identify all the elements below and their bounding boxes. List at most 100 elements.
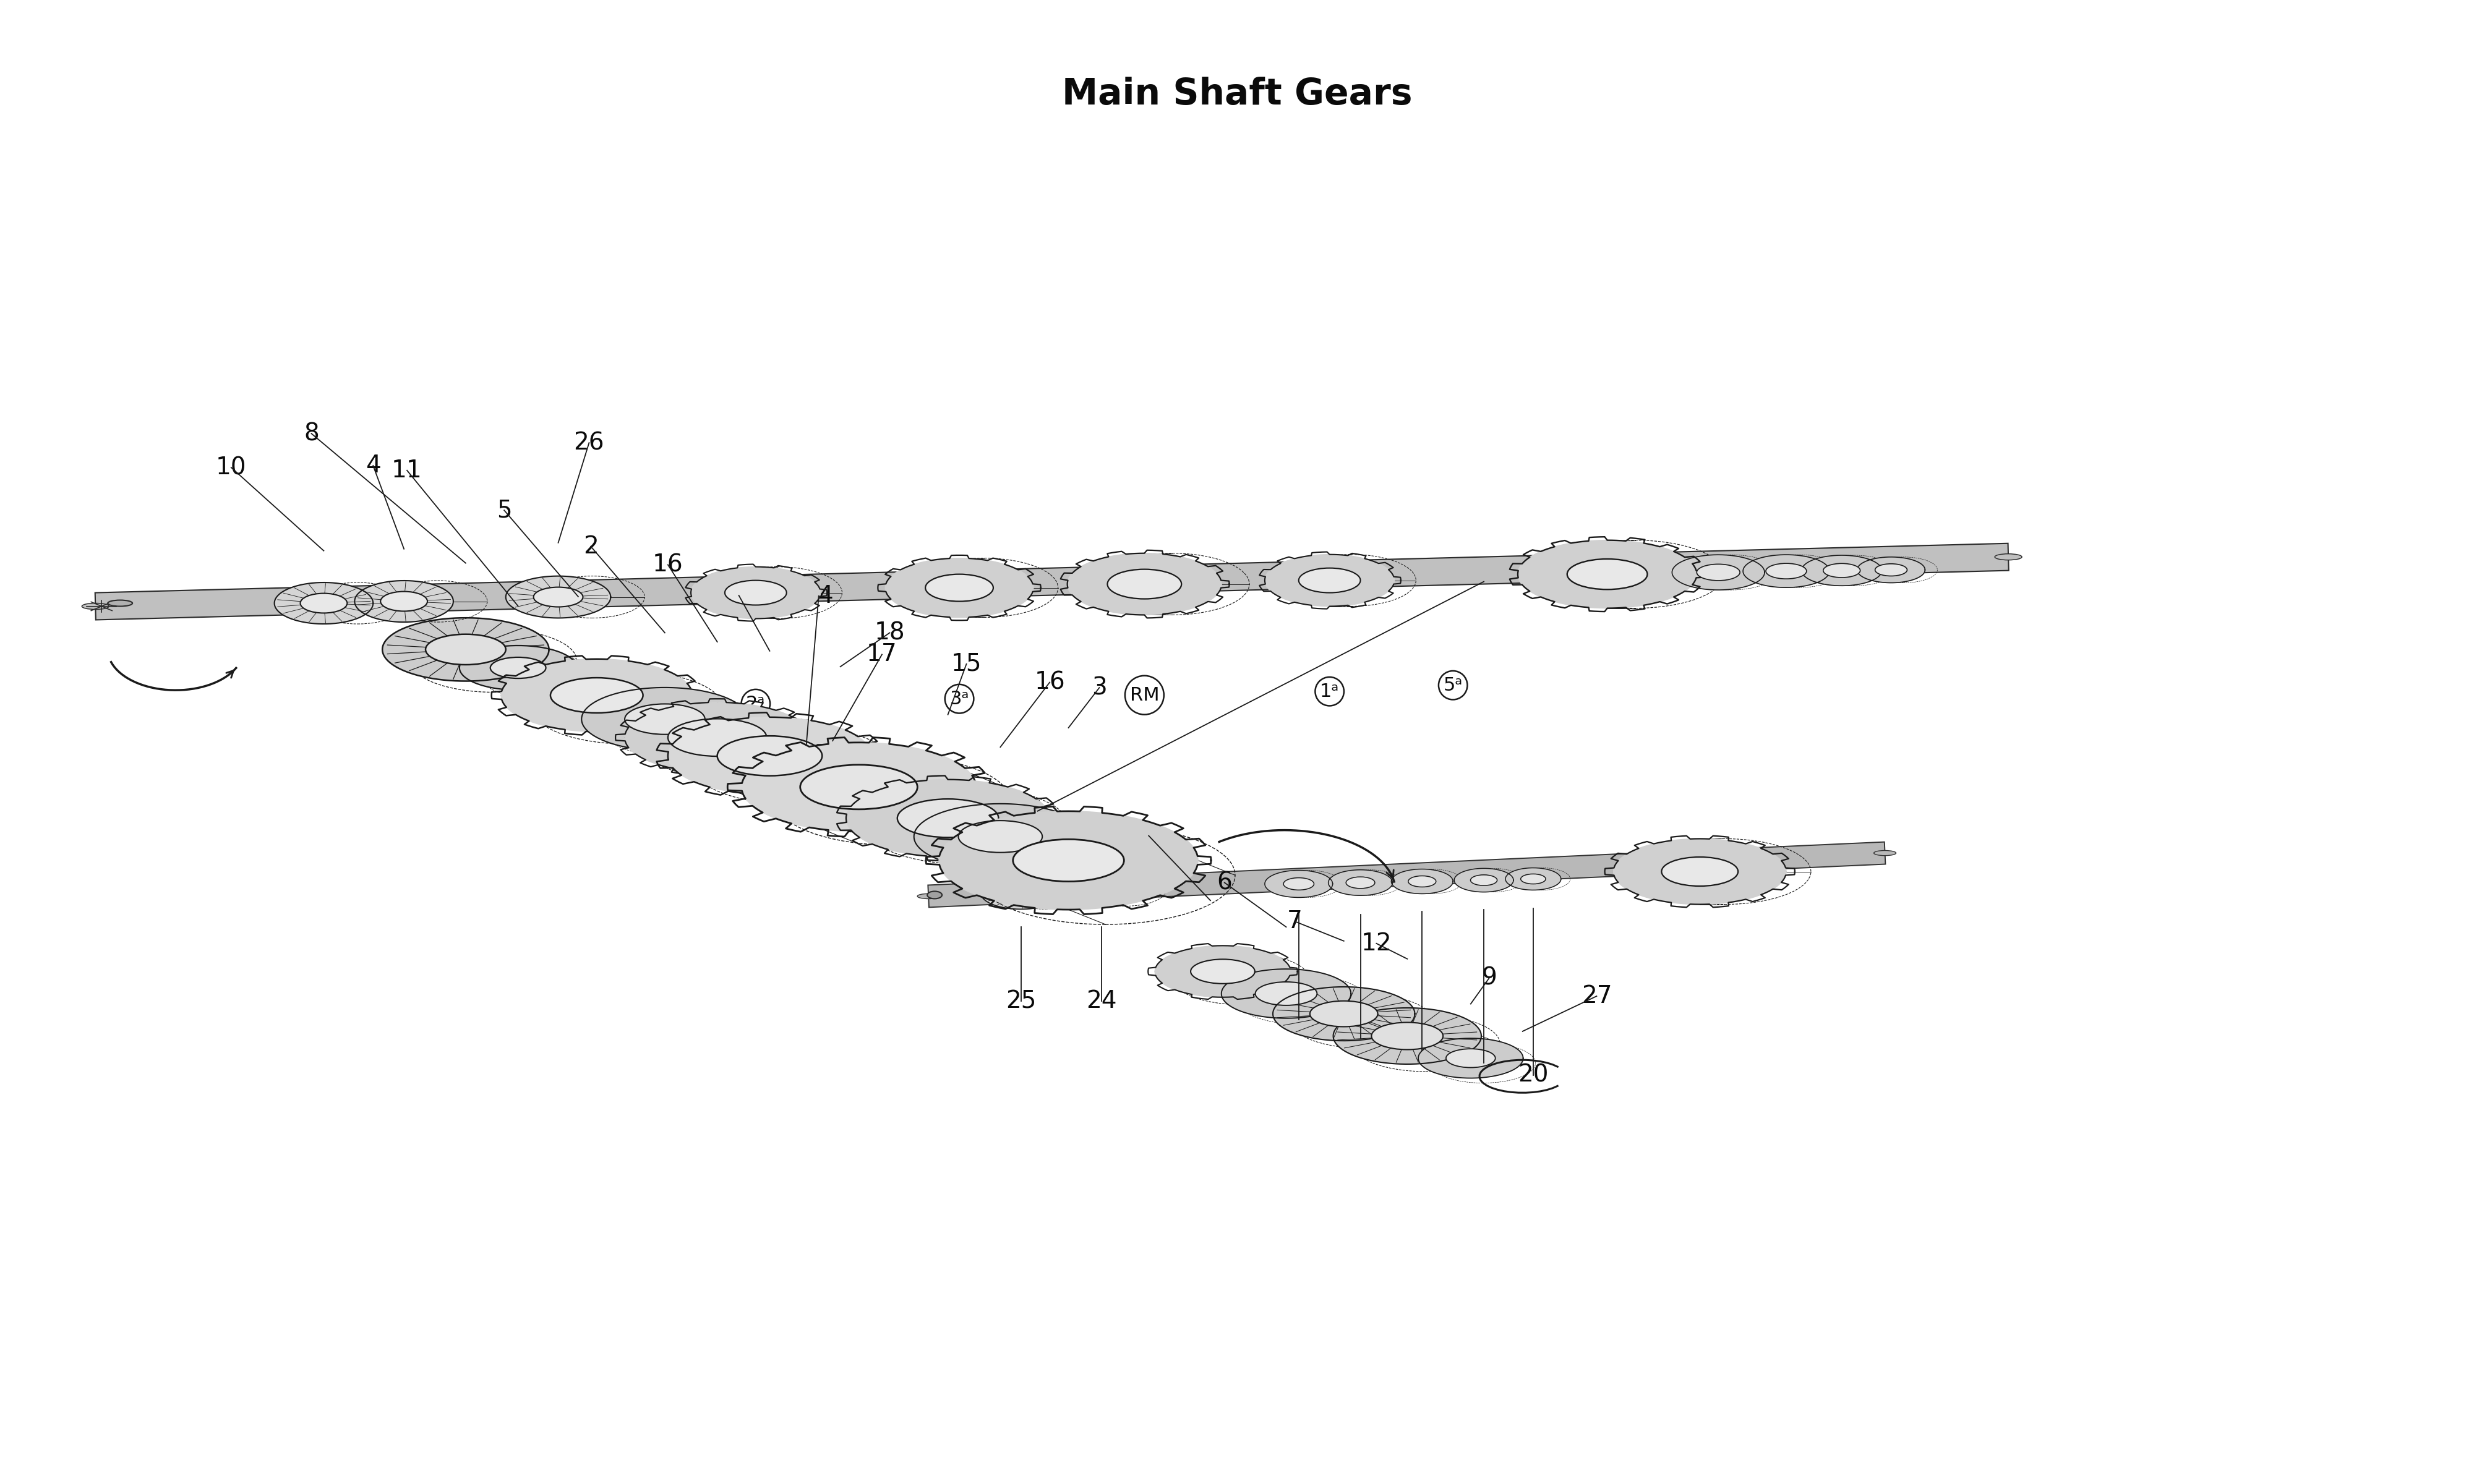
Text: 25: 25: [1007, 990, 1037, 1014]
Text: 19: 19: [1284, 1008, 1314, 1031]
Polygon shape: [1418, 1039, 1524, 1077]
Polygon shape: [275, 582, 374, 623]
Text: 10: 10: [215, 456, 247, 479]
Polygon shape: [668, 717, 871, 794]
Ellipse shape: [490, 657, 547, 678]
Text: 27: 27: [1581, 984, 1613, 1008]
Ellipse shape: [1284, 877, 1314, 890]
Text: 15: 15: [722, 583, 755, 607]
Text: 4: 4: [366, 454, 381, 478]
Polygon shape: [1222, 969, 1351, 1018]
Ellipse shape: [534, 588, 584, 607]
Ellipse shape: [1371, 1022, 1442, 1049]
Ellipse shape: [1108, 570, 1183, 600]
Polygon shape: [1329, 870, 1393, 895]
Polygon shape: [1504, 868, 1561, 890]
Text: 2: 2: [584, 534, 599, 558]
Polygon shape: [626, 702, 809, 773]
Text: 15: 15: [950, 653, 982, 675]
Text: 7: 7: [1286, 910, 1301, 933]
Ellipse shape: [1875, 564, 1907, 576]
Polygon shape: [1390, 870, 1452, 893]
Polygon shape: [1858, 556, 1925, 583]
Polygon shape: [1613, 838, 1786, 904]
Ellipse shape: [1663, 858, 1739, 886]
Ellipse shape: [925, 574, 992, 601]
Polygon shape: [1066, 554, 1222, 614]
Polygon shape: [383, 617, 549, 681]
Ellipse shape: [799, 764, 918, 809]
Text: 6: 6: [1217, 871, 1232, 895]
Polygon shape: [1061, 874, 1141, 907]
Ellipse shape: [1823, 564, 1860, 577]
Ellipse shape: [1084, 883, 1121, 898]
Ellipse shape: [299, 594, 346, 613]
Text: 22: 22: [1470, 1051, 1499, 1074]
Ellipse shape: [1002, 886, 1039, 901]
Ellipse shape: [1309, 1000, 1378, 1027]
Polygon shape: [460, 646, 576, 690]
Polygon shape: [505, 576, 611, 617]
Polygon shape: [502, 659, 693, 732]
Text: 24: 24: [1086, 990, 1116, 1014]
Polygon shape: [816, 743, 849, 749]
Ellipse shape: [1445, 1049, 1494, 1067]
Text: 1ᵃ: 1ᵃ: [1321, 683, 1338, 700]
Text: 21: 21: [1408, 1039, 1437, 1063]
Polygon shape: [913, 804, 1086, 870]
Polygon shape: [1455, 868, 1514, 892]
Polygon shape: [1333, 1008, 1482, 1064]
Polygon shape: [980, 877, 1061, 910]
Polygon shape: [690, 567, 821, 619]
Ellipse shape: [1408, 876, 1435, 887]
Ellipse shape: [1873, 850, 1895, 856]
Polygon shape: [846, 779, 1049, 856]
Ellipse shape: [1190, 959, 1254, 984]
Text: 17: 17: [866, 643, 898, 666]
Ellipse shape: [928, 892, 943, 899]
Text: 1: 1: [1029, 800, 1047, 822]
Polygon shape: [1264, 870, 1333, 898]
Ellipse shape: [668, 718, 767, 757]
Text: 5ᵃ: 5ᵃ: [1442, 677, 1462, 695]
Polygon shape: [94, 543, 2009, 620]
Polygon shape: [940, 812, 1197, 910]
Text: RM: RM: [1131, 686, 1160, 703]
Ellipse shape: [1766, 564, 1806, 579]
Polygon shape: [581, 687, 747, 751]
Text: 11: 11: [391, 459, 423, 482]
Ellipse shape: [82, 603, 109, 610]
Ellipse shape: [1346, 877, 1376, 889]
Ellipse shape: [426, 634, 505, 665]
Text: 12: 12: [1361, 932, 1393, 956]
Ellipse shape: [1254, 982, 1316, 1005]
Ellipse shape: [1522, 874, 1546, 884]
Polygon shape: [354, 580, 453, 622]
Ellipse shape: [725, 580, 787, 605]
Text: Main Shaft Gears: Main Shaft Gears: [1061, 77, 1413, 111]
Text: 13: 13: [1133, 824, 1165, 847]
Text: 23: 23: [1346, 1027, 1376, 1049]
Polygon shape: [1517, 540, 1697, 608]
Ellipse shape: [1299, 568, 1361, 592]
Ellipse shape: [717, 736, 821, 776]
Text: 2ᵃ: 2ᵃ: [747, 695, 764, 712]
Polygon shape: [742, 742, 977, 831]
Text: 3: 3: [1091, 675, 1106, 699]
Text: 16: 16: [653, 554, 683, 576]
Text: 16: 16: [1034, 671, 1066, 695]
Ellipse shape: [1697, 564, 1739, 580]
Ellipse shape: [918, 893, 940, 899]
Text: 3ᵃ: 3ᵃ: [950, 690, 970, 708]
Polygon shape: [886, 558, 1034, 617]
Text: 26: 26: [574, 430, 604, 454]
Polygon shape: [1264, 555, 1395, 607]
Polygon shape: [1272, 987, 1415, 1040]
Polygon shape: [928, 841, 1885, 907]
Ellipse shape: [109, 600, 134, 607]
Ellipse shape: [957, 821, 1042, 852]
Polygon shape: [1155, 945, 1291, 997]
Text: 9: 9: [1482, 966, 1497, 990]
Text: 20: 20: [1519, 1064, 1549, 1086]
Ellipse shape: [1994, 554, 2021, 559]
